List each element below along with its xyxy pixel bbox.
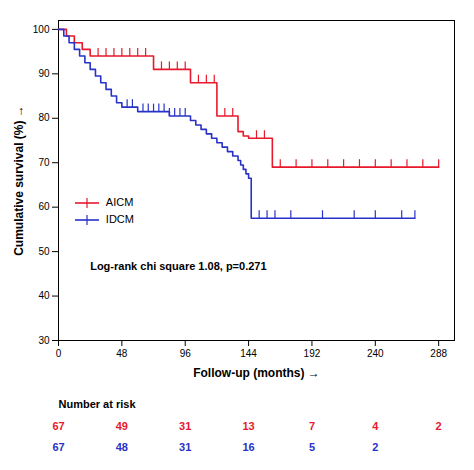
svg-text:Number at risk: Number at risk <box>59 398 137 410</box>
html-text:IDCM: IDCM <box>105 213 134 225</box>
svg-text:Log-rank chi square 1.08, p=0.: Log-rank chi square 1.08, p=0.271 <box>90 260 266 272</box>
svg-text:2: 2 <box>372 441 378 453</box>
html-text:AICM: AICM <box>105 196 134 208</box>
svg-text:48: 48 <box>116 441 128 453</box>
svg-text:13: 13 <box>242 420 254 432</box>
svg-text:96: 96 <box>180 348 192 359</box>
svg-text:192: 192 <box>304 348 321 359</box>
svg-text:2: 2 <box>436 420 442 432</box>
svg-text:100: 100 <box>33 24 50 35</box>
svg-text:48: 48 <box>116 348 128 359</box>
svg-text:30: 30 <box>38 335 50 346</box>
svg-text:67: 67 <box>52 441 64 453</box>
svg-text:240: 240 <box>367 348 384 359</box>
svg-text:Follow-up (months) →: Follow-up (months) → <box>193 366 320 380</box>
svg-text:31: 31 <box>179 420 191 432</box>
svg-text:16: 16 <box>242 441 254 453</box>
svg-text:67: 67 <box>52 420 64 432</box>
svg-text:70: 70 <box>38 157 50 168</box>
svg-text:4: 4 <box>372 420 379 432</box>
svg-text:288: 288 <box>430 348 447 359</box>
svg-text:50: 50 <box>38 246 50 257</box>
svg-text:40: 40 <box>38 290 50 301</box>
svg-text:Cumulative survival (%) →: Cumulative survival (%) → <box>12 105 26 256</box>
svg-text:5: 5 <box>309 441 315 453</box>
svg-text:60: 60 <box>38 201 50 212</box>
svg-text:80: 80 <box>38 112 50 123</box>
svg-text:0: 0 <box>56 348 62 359</box>
svg-text:90: 90 <box>38 68 50 79</box>
svg-text:7: 7 <box>309 420 315 432</box>
svg-text:49: 49 <box>116 420 128 432</box>
svg-text:31: 31 <box>179 441 191 453</box>
svg-text:144: 144 <box>240 348 257 359</box>
